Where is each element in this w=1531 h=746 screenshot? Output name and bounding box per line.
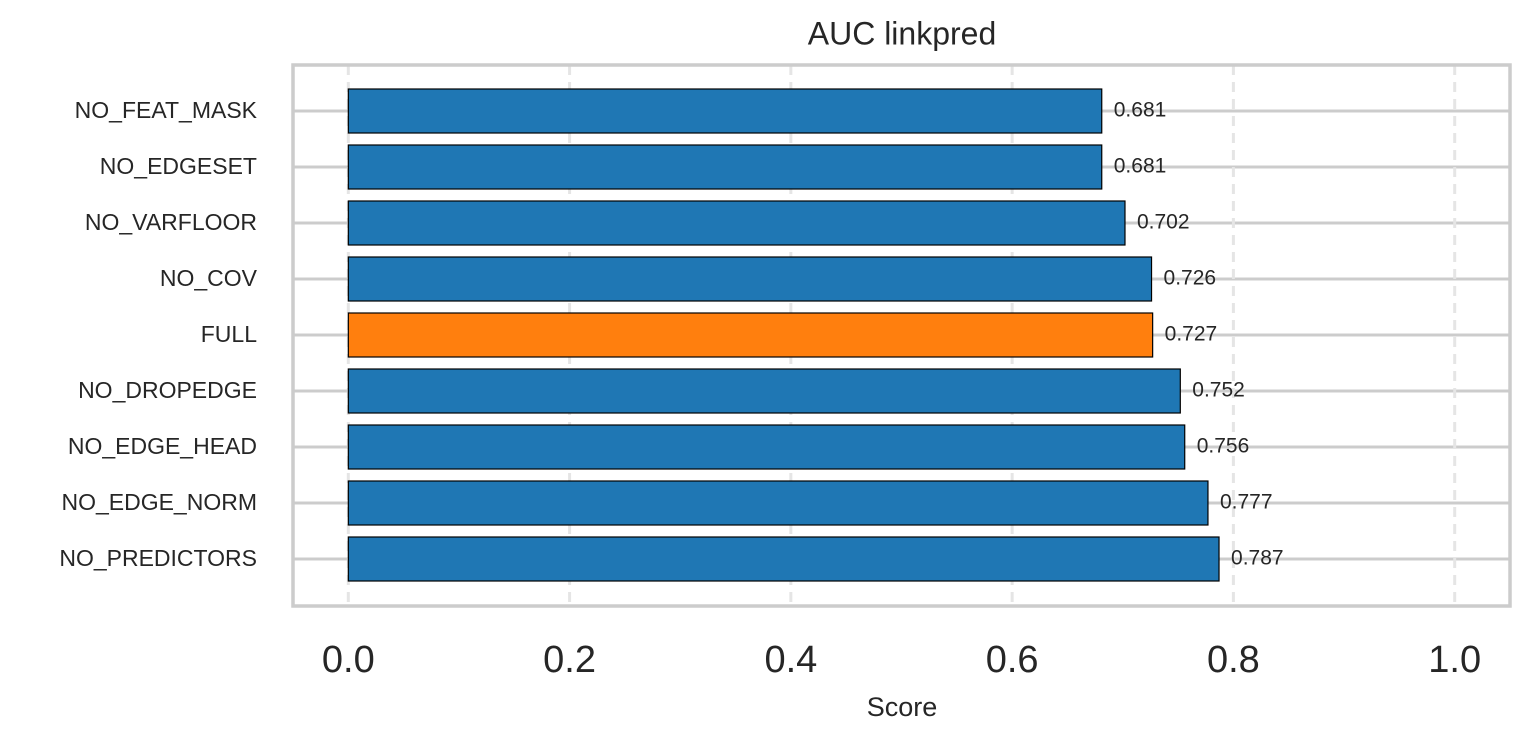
x-tick-label: 0.4: [764, 639, 817, 681]
value-label: 0.777: [1220, 491, 1273, 514]
bar: [347, 256, 1153, 302]
bar: [347, 536, 1220, 582]
bar: [347, 312, 1154, 358]
y-tick-label: NO_FEAT_MASK: [75, 97, 258, 123]
value-label: 0.727: [1165, 323, 1218, 346]
y-tick-label: NO_COV: [160, 265, 258, 291]
value-label: 0.702: [1137, 211, 1190, 234]
bar: [347, 200, 1126, 246]
value-label: 0.681: [1114, 155, 1167, 178]
y-tick-label: NO_EDGE_HEAD: [68, 433, 257, 459]
y-tick-label: NO_DROPEDGE: [78, 377, 257, 403]
bar: [347, 144, 1103, 190]
x-tick-label: 0.0: [322, 639, 375, 681]
value-label: 0.726: [1164, 267, 1217, 290]
value-label: 0.787: [1231, 547, 1284, 570]
bar: [347, 424, 1186, 470]
plot-frame: [291, 63, 1512, 608]
x-tick-label: 1.0: [1428, 639, 1481, 681]
x-tick-label: 0.2: [543, 639, 596, 681]
bar: [347, 88, 1103, 134]
bar: [347, 368, 1181, 414]
value-label: 0.681: [1114, 99, 1167, 122]
value-label: 0.752: [1192, 379, 1245, 402]
x-tick-label: 0.8: [1207, 639, 1260, 681]
x-tick-label: 0.6: [986, 639, 1039, 681]
bar: [347, 480, 1209, 526]
y-tick-label: NO_PREDICTORS: [59, 545, 257, 571]
x-axis-label: Score: [867, 692, 938, 722]
y-tick-label: NO_EDGESET: [100, 153, 257, 179]
y-tick-label: FULL: [201, 321, 257, 347]
chart-title: AUC linkpred: [808, 15, 997, 51]
y-tick-label: NO_VARFLOOR: [85, 209, 257, 235]
y-tick-label: NO_EDGE_NORM: [61, 489, 257, 515]
value-label: 0.756: [1197, 435, 1250, 458]
